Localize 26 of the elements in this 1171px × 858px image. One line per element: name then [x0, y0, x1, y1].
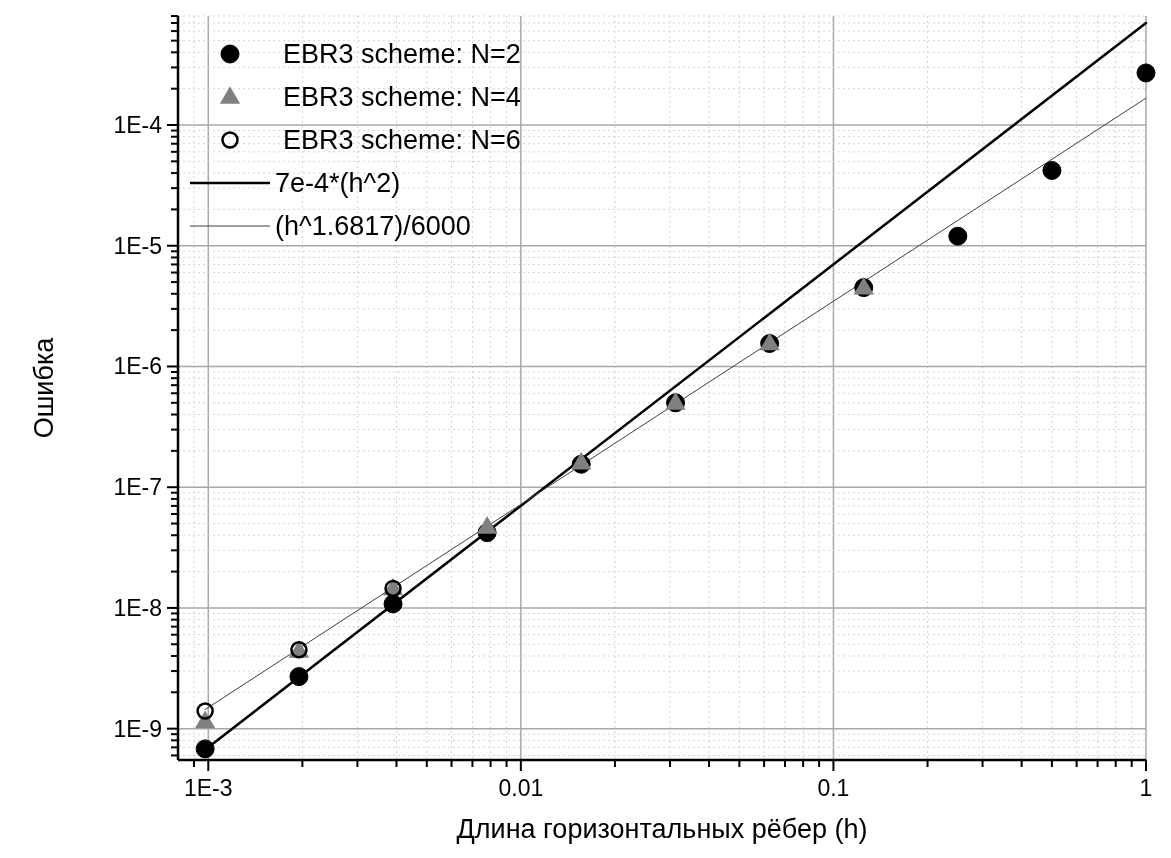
- point: [195, 739, 215, 759]
- legend-label: EBR3 scheme: N=4: [283, 82, 521, 112]
- point: [476, 516, 498, 534]
- point: [1136, 63, 1156, 83]
- point: [948, 226, 968, 246]
- x-tick-label: 1: [1139, 775, 1153, 801]
- legend-label: EBR3 scheme: N=2: [283, 39, 521, 69]
- y-tick-label: 1E-5: [113, 232, 162, 259]
- point: [289, 667, 309, 687]
- point: [571, 451, 592, 470]
- y-axis-title: Ошибка: [29, 336, 59, 439]
- y-tick-label: 1E-7: [113, 474, 162, 501]
- y-tick-label: 1E-6: [113, 353, 162, 380]
- y-tick-label: 1E-9: [113, 715, 162, 742]
- x-tick-label: 1E-3: [183, 775, 233, 801]
- point: [383, 594, 403, 614]
- point: [196, 702, 214, 720]
- y-tick-label: 1E-4: [113, 112, 163, 139]
- x-tick-label: 0.01: [498, 775, 544, 801]
- legend-label: (h^1.6817)/6000: [275, 211, 471, 241]
- x-axis-title: Длина горизонтальных рёбер (h): [456, 814, 868, 844]
- legend-label: 7e-4*(h^2): [275, 168, 401, 198]
- legend-label: EBR3 scheme: N=6: [283, 125, 521, 155]
- x-tick-label: 0.1: [817, 775, 850, 801]
- y-tick-label: 1E-8: [113, 594, 162, 621]
- point: [1042, 161, 1062, 181]
